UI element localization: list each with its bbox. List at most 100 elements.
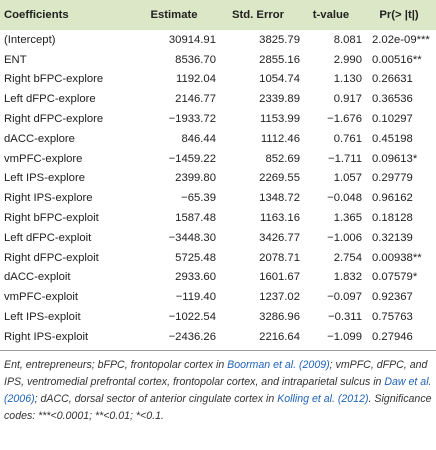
cell: 30914.91 — [168, 33, 216, 46]
row-label: (Intercept) — [4, 33, 56, 46]
cell: 846.44 — [181, 132, 216, 145]
table-row: vmPFC-exploit −119.40 1237.02 −0.097 0.92367 — [0, 287, 436, 307]
citation-link[interactable]: Kolling et al. (2012) — [277, 392, 369, 405]
row-label: vmPFC-exploit — [4, 291, 79, 304]
cell: 2339.89 — [259, 93, 300, 106]
cell: 2.990 — [333, 53, 362, 66]
row-label: Right bFPC-explore — [4, 73, 104, 86]
cell: 1.365 — [333, 212, 362, 225]
table-row: Right IPS-explore −65.39 1348.72 −0.048 0.96… — [0, 188, 436, 208]
cell: 3426.77 — [259, 231, 300, 244]
citation-link[interactable]: Daw et al. (2006) — [4, 375, 432, 405]
cell: 1163.16 — [260, 212, 300, 225]
cell: −0.097 — [327, 291, 362, 304]
column-header: Coefficients — [4, 9, 69, 21]
cell: 2.02e-09*** — [372, 33, 430, 46]
citation-link[interactable]: Boorman et al. (2009) — [227, 358, 330, 371]
cell: 1348.72 — [259, 192, 300, 205]
cell: 2399.80 — [175, 172, 216, 185]
row-label: Right dFPC-exploit — [4, 251, 99, 264]
cell: −119.40 — [175, 291, 216, 304]
table-row: dACC-exploit 2933.60 1601.67 1.832 0.07579* — [0, 268, 436, 288]
cell: 1.057 — [333, 172, 362, 185]
cell: 2269.55 — [259, 172, 300, 185]
cell: 2855.16 — [259, 53, 300, 66]
cell: −3448.30 — [168, 231, 216, 244]
footnote-text: Ent, entrepreneurs; bFPC, frontopolar co… — [4, 358, 228, 371]
cell: 0.10297 — [372, 113, 413, 126]
footnote-text: ; vmPFC, dFPC, and IPS, ventromedial pre… — [4, 358, 428, 388]
table-row: Right bFPC-exploit 1587.48 1163.16 1.365 0.1… — [0, 208, 436, 228]
cell: 1.130 — [333, 73, 362, 86]
header-row: Coefficients Estimate Std. Error t-value… — [0, 0, 436, 30]
table-row: Right dFPC-exploit 5725.48 2078.71 2.754 0.0… — [0, 248, 436, 268]
cell: 0.29779 — [372, 172, 413, 185]
cell: 0.00516** — [372, 53, 422, 66]
cell: 0.07579* — [372, 271, 418, 284]
row-label: dACC-explore — [4, 132, 75, 145]
cell: 0.09613* — [372, 152, 418, 165]
cell: 1112.46 — [260, 132, 300, 145]
cell: −1.006 — [327, 231, 362, 244]
row-label: Right bFPC-exploit — [4, 212, 99, 225]
footnote-text: ; dACC, dorsal sector of anterior cingul… — [34, 392, 278, 405]
cell: −0.311 — [327, 311, 362, 324]
row-label: Right dFPC-explore — [4, 113, 104, 126]
cell: 0.75763 — [372, 311, 413, 324]
cell: −65.39 — [181, 192, 216, 205]
cell: −1933.72 — [168, 113, 216, 126]
footnote-text: . Significance codes: ***<0.0001; **<0.0… — [4, 392, 432, 422]
cell: 0.45198 — [372, 132, 413, 145]
cell: 1.832 — [333, 271, 362, 284]
column-header: Std. Error — [231, 9, 285, 21]
table-row: (Intercept) 30914.91 3825.79 8.081 2.02e-09*… — [0, 30, 436, 50]
table-row: vmPFC-explore −1459.22 852.69 −1.711 0.09613… — [0, 149, 436, 169]
table-row: Left dFPC-explore 2146.77 2339.89 0.917 0.36… — [0, 89, 436, 109]
cell: 0.761 — [333, 132, 362, 145]
table-row: dACC-explore 846.44 1112.46 0.761 0.45198 — [0, 129, 436, 149]
cell: 0.917 — [333, 93, 362, 106]
cell: 3825.79 — [259, 33, 300, 46]
column-header: Pr(> |t|) — [379, 9, 419, 21]
row-label: Left dFPC-explore — [4, 93, 96, 106]
row-label: Left IPS-explore — [4, 172, 86, 185]
cell: 2933.60 — [175, 271, 216, 284]
cell: −1459.22 — [168, 152, 216, 165]
cell: 8.081 — [333, 33, 362, 46]
column-header: t-value — [312, 9, 350, 21]
row-label: ENT — [4, 53, 27, 66]
cell: −2436.26 — [132, 326, 216, 351]
footnote: Ent, entrepreneurs; bFPC, frontopolar co… — [0, 351, 436, 425]
cell: 5725.48 — [175, 251, 216, 264]
cell: 0.36536 — [372, 93, 413, 106]
table-row: ENT 8536.70 2855.16 2.990 0.00516** — [0, 50, 436, 70]
cell: 1587.48 — [175, 212, 216, 225]
cell: 1601.67 — [259, 271, 300, 284]
cell: 2.754 — [333, 251, 362, 264]
cell: −0.048 — [327, 192, 362, 205]
row-label: vmPFC-explore — [4, 152, 83, 165]
coefficients-table: Coefficients Estimate Std. Error t-value… — [0, 0, 436, 351]
row-label: dACC-exploit — [4, 271, 71, 284]
column-header: Estimate — [150, 9, 198, 21]
cell: 0.32139 — [372, 231, 413, 244]
cell: 0.26631 — [372, 73, 413, 86]
cell: 3286.96 — [259, 311, 300, 324]
cell: −1.099 — [300, 326, 362, 351]
cell: 1054.74 — [259, 73, 300, 86]
row-label: Left IPS-exploit — [4, 311, 81, 324]
table-row: Left IPS-explore 2399.80 2269.55 1.057 0.297… — [0, 169, 436, 189]
row-label: Left dFPC-exploit — [4, 231, 92, 244]
cell: 2146.77 — [175, 93, 216, 106]
cell: 0.92367 — [372, 291, 413, 304]
table-body: (Intercept) 30914.91 3825.79 8.081 2.02e-09*… — [0, 30, 436, 351]
cell: 2078.71 — [259, 251, 300, 264]
table-row: Left IPS-exploit −1022.54 3286.96 −0.311 0.7… — [0, 307, 436, 327]
cell: 852.69 — [265, 152, 300, 165]
table-row: Left dFPC-exploit −3448.30 3426.77 −1.006 0.… — [0, 228, 436, 248]
cell: 0.00938** — [372, 251, 422, 264]
table-row: Right IPS-exploit −2436.26 2216.64 −1.099 0.… — [0, 326, 436, 351]
cell: −1.711 — [327, 152, 362, 165]
cell: 0.27946 — [362, 326, 436, 351]
